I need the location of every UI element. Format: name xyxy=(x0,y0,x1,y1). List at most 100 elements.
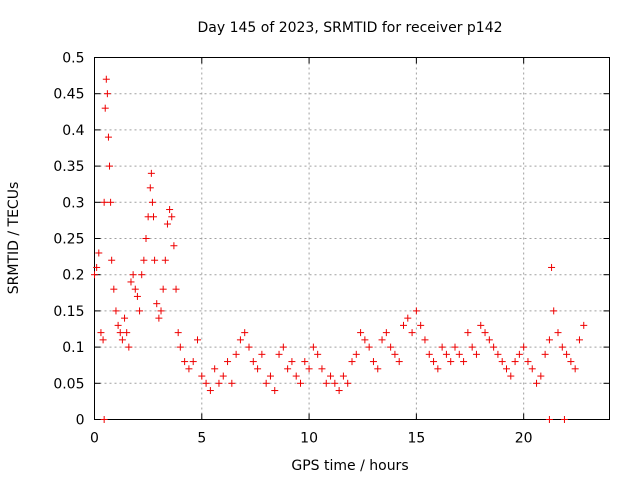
data-point xyxy=(131,285,139,293)
x-tick-label: 15 xyxy=(407,431,425,447)
data-point xyxy=(511,358,519,366)
y-tick-label: 0.35 xyxy=(53,159,84,175)
x-tick-label: 20 xyxy=(515,431,533,447)
y-axis-label: SRMTID / TECUs xyxy=(6,182,22,295)
data-point xyxy=(150,213,158,221)
data-point xyxy=(108,256,116,264)
data-point xyxy=(100,198,108,206)
data-point xyxy=(157,307,165,315)
data-point xyxy=(153,300,161,308)
data-point xyxy=(524,358,532,366)
tick-layer: 0 0.05 0.1 0.15 0.2 0.25 0.3 0.35 0.4 0.45 0.5 0 5 10… xyxy=(53,51,610,447)
data-point xyxy=(189,358,197,366)
data-point xyxy=(365,343,373,351)
data-point xyxy=(541,350,549,358)
data-point xyxy=(460,358,468,366)
data-point xyxy=(249,358,257,366)
data-point xyxy=(391,350,399,358)
data-point xyxy=(331,379,339,387)
data-point xyxy=(352,350,360,358)
data-point xyxy=(161,256,169,264)
data-point xyxy=(215,379,223,387)
data-point xyxy=(560,416,568,423)
data-point xyxy=(288,358,296,366)
x-tick-label: 5 xyxy=(197,431,206,447)
data-point xyxy=(567,358,575,366)
data-point xyxy=(464,329,472,337)
data-point xyxy=(554,329,562,337)
data-point xyxy=(151,256,159,264)
data-point xyxy=(421,336,429,344)
data-point xyxy=(284,365,292,373)
data-point xyxy=(477,321,485,329)
data-point xyxy=(127,278,135,286)
data-point xyxy=(305,365,313,373)
data-point xyxy=(494,350,502,358)
data-point xyxy=(112,307,120,315)
data-point xyxy=(485,336,493,344)
data-point xyxy=(322,379,330,387)
data-point xyxy=(528,365,536,373)
data-point xyxy=(91,271,98,279)
data-point xyxy=(339,372,347,380)
data-point xyxy=(318,365,326,373)
data-point xyxy=(520,343,528,351)
data-point xyxy=(95,249,103,257)
data-point xyxy=(228,379,236,387)
data-point xyxy=(101,104,109,112)
y-tick-label: 0.25 xyxy=(53,232,84,248)
data-point xyxy=(301,358,309,366)
data-point xyxy=(97,329,105,337)
data-point xyxy=(133,292,141,300)
data-point xyxy=(498,358,506,366)
data-point xyxy=(344,379,352,387)
data-point xyxy=(537,372,545,380)
data-point xyxy=(107,198,115,206)
data-point xyxy=(110,285,118,293)
plot-frame xyxy=(94,57,610,420)
data-point xyxy=(314,350,322,358)
data-point xyxy=(545,336,553,344)
data-point xyxy=(400,321,407,329)
data-point xyxy=(292,372,300,380)
data-point xyxy=(202,379,210,387)
data-point xyxy=(116,329,124,337)
data-point xyxy=(129,271,137,279)
data-point xyxy=(138,271,146,279)
data-point xyxy=(503,365,510,373)
data-point xyxy=(404,314,412,322)
data-point xyxy=(279,343,287,351)
data-point xyxy=(374,365,382,373)
grid-layer xyxy=(94,57,610,420)
data-point xyxy=(455,350,463,358)
data-point xyxy=(102,75,110,83)
data-point xyxy=(434,365,442,373)
data-point xyxy=(148,198,156,206)
y-tick-label: 0.45 xyxy=(53,87,84,103)
data-point xyxy=(140,256,148,264)
data-point xyxy=(106,162,114,170)
points-layer xyxy=(91,75,588,423)
data-point xyxy=(297,379,304,387)
data-point xyxy=(472,350,480,358)
data-point xyxy=(533,379,541,387)
data-point xyxy=(417,321,425,329)
data-point xyxy=(168,213,176,221)
x-tick-label: 0 xyxy=(90,431,99,447)
data-point xyxy=(378,336,386,344)
data-point xyxy=(172,285,180,293)
data-point xyxy=(548,263,556,271)
data-point xyxy=(206,387,214,395)
data-point xyxy=(224,358,232,366)
data-point xyxy=(266,372,274,380)
data-point xyxy=(198,372,206,380)
data-point xyxy=(232,350,240,358)
data-point xyxy=(146,184,154,192)
data-point xyxy=(361,336,369,344)
data-point xyxy=(245,343,253,351)
chart-title: Day 145 of 2023, SRMTID for receiver p14… xyxy=(197,20,502,36)
data-point xyxy=(155,314,163,322)
data-point xyxy=(176,343,184,351)
data-point xyxy=(114,321,122,329)
y-tick-label: 0 xyxy=(76,413,85,429)
